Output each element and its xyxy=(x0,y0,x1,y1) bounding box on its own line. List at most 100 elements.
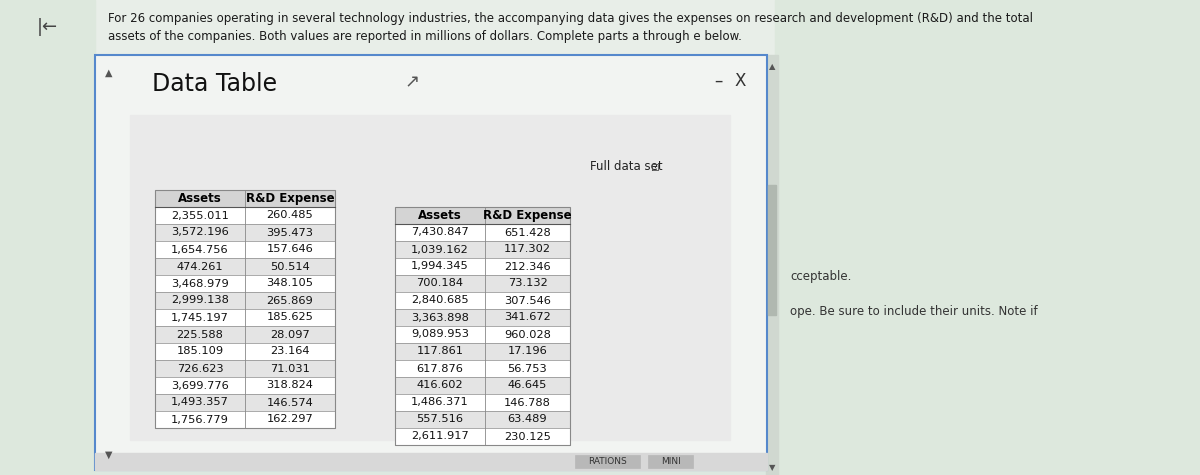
Text: 157.646: 157.646 xyxy=(266,245,313,255)
Text: 146.788: 146.788 xyxy=(504,398,551,408)
Text: 50.514: 50.514 xyxy=(270,262,310,272)
Text: 17.196: 17.196 xyxy=(508,346,547,357)
Text: 700.184: 700.184 xyxy=(416,278,463,288)
Bar xyxy=(395,377,570,394)
Text: 3,572.196: 3,572.196 xyxy=(172,228,229,238)
Bar xyxy=(395,360,570,377)
Bar xyxy=(395,258,570,275)
Text: 1,994.345: 1,994.345 xyxy=(412,262,469,272)
Bar xyxy=(766,55,778,475)
Bar xyxy=(0,0,95,475)
Text: –: – xyxy=(714,72,722,90)
Bar xyxy=(395,428,570,445)
Bar xyxy=(155,394,335,411)
Bar xyxy=(155,326,335,343)
Text: 1,486.371: 1,486.371 xyxy=(412,398,469,408)
Bar xyxy=(395,309,570,326)
Text: 1,756.779: 1,756.779 xyxy=(172,415,229,425)
Bar xyxy=(395,343,570,360)
Bar xyxy=(155,190,335,428)
Text: 960.028: 960.028 xyxy=(504,330,551,340)
Text: 56.753: 56.753 xyxy=(508,363,547,373)
Text: ▲: ▲ xyxy=(106,68,113,78)
Bar xyxy=(155,377,335,394)
Text: 341.672: 341.672 xyxy=(504,313,551,323)
Text: Assets: Assets xyxy=(418,209,462,222)
Text: ↗: ↗ xyxy=(404,73,420,91)
Bar xyxy=(395,292,570,309)
Bar xyxy=(395,241,570,258)
Text: 3,699.776: 3,699.776 xyxy=(172,380,229,390)
Text: 348.105: 348.105 xyxy=(266,278,313,288)
Text: 1,493.357: 1,493.357 xyxy=(172,398,229,408)
Text: 265.869: 265.869 xyxy=(266,295,313,305)
Text: 2,999.138: 2,999.138 xyxy=(172,295,229,305)
Text: 1,654.756: 1,654.756 xyxy=(172,245,229,255)
Text: 73.132: 73.132 xyxy=(508,278,547,288)
Bar xyxy=(395,394,570,411)
Bar xyxy=(155,241,335,258)
Text: Data Table: Data Table xyxy=(152,72,277,96)
Text: 416.602: 416.602 xyxy=(416,380,463,390)
Bar xyxy=(155,258,335,275)
Text: For 26 companies operating in several technology industries, the accompanying da: For 26 companies operating in several te… xyxy=(108,12,1033,25)
Bar xyxy=(155,343,335,360)
Bar xyxy=(155,275,335,292)
Text: 557.516: 557.516 xyxy=(416,415,463,425)
Text: 2,355.011: 2,355.011 xyxy=(172,210,229,220)
Bar xyxy=(395,411,570,428)
Text: 162.297: 162.297 xyxy=(266,415,313,425)
Text: Full data set: Full data set xyxy=(590,160,662,173)
Text: 3,363.898: 3,363.898 xyxy=(412,313,469,323)
Bar xyxy=(648,455,694,468)
Text: 3,468.979: 3,468.979 xyxy=(172,278,229,288)
Text: 260.485: 260.485 xyxy=(266,210,313,220)
FancyBboxPatch shape xyxy=(95,55,767,470)
Text: ▼: ▼ xyxy=(769,463,775,472)
Bar xyxy=(395,207,570,445)
Text: 146.574: 146.574 xyxy=(266,398,313,408)
Text: 63.489: 63.489 xyxy=(508,415,547,425)
Bar xyxy=(395,326,570,343)
Bar xyxy=(95,453,767,470)
Text: ▼: ▼ xyxy=(106,450,113,460)
Bar xyxy=(130,115,730,440)
Text: Assets: Assets xyxy=(178,192,222,205)
Text: X: X xyxy=(734,72,745,90)
Text: 117.302: 117.302 xyxy=(504,245,551,255)
Text: 46.645: 46.645 xyxy=(508,380,547,390)
Text: 474.261: 474.261 xyxy=(176,262,223,272)
Text: 212.346: 212.346 xyxy=(504,262,551,272)
Bar xyxy=(775,0,1200,475)
Bar xyxy=(395,224,570,241)
Bar xyxy=(395,207,570,224)
Bar xyxy=(155,207,335,224)
Bar xyxy=(155,292,335,309)
Bar xyxy=(0,0,1200,55)
Text: 395.473: 395.473 xyxy=(266,228,313,238)
Text: 2,611.917: 2,611.917 xyxy=(412,431,469,441)
Text: 7,430.847: 7,430.847 xyxy=(412,228,469,238)
Text: 2,840.685: 2,840.685 xyxy=(412,295,469,305)
Text: 185.625: 185.625 xyxy=(266,313,313,323)
Bar xyxy=(768,185,776,315)
Text: R&D Expense: R&D Expense xyxy=(246,192,335,205)
Text: 28.097: 28.097 xyxy=(270,330,310,340)
Text: 1,039.162: 1,039.162 xyxy=(412,245,469,255)
Text: 617.876: 617.876 xyxy=(416,363,463,373)
Text: ▲: ▲ xyxy=(769,62,775,71)
Text: 726.623: 726.623 xyxy=(176,363,223,373)
Bar xyxy=(155,309,335,326)
Text: 1,745.197: 1,745.197 xyxy=(172,313,229,323)
Text: MINI: MINI xyxy=(661,457,680,466)
Text: 318.824: 318.824 xyxy=(266,380,313,390)
Text: 230.125: 230.125 xyxy=(504,431,551,441)
Text: 9,089.953: 9,089.953 xyxy=(410,330,469,340)
Text: R&D Expense: R&D Expense xyxy=(484,209,572,222)
Text: 651.428: 651.428 xyxy=(504,228,551,238)
Text: ⊡: ⊡ xyxy=(650,163,659,173)
Text: RATIONS: RATIONS xyxy=(588,457,626,466)
Bar xyxy=(575,455,640,468)
Text: 225.588: 225.588 xyxy=(176,330,223,340)
Bar xyxy=(155,224,335,241)
